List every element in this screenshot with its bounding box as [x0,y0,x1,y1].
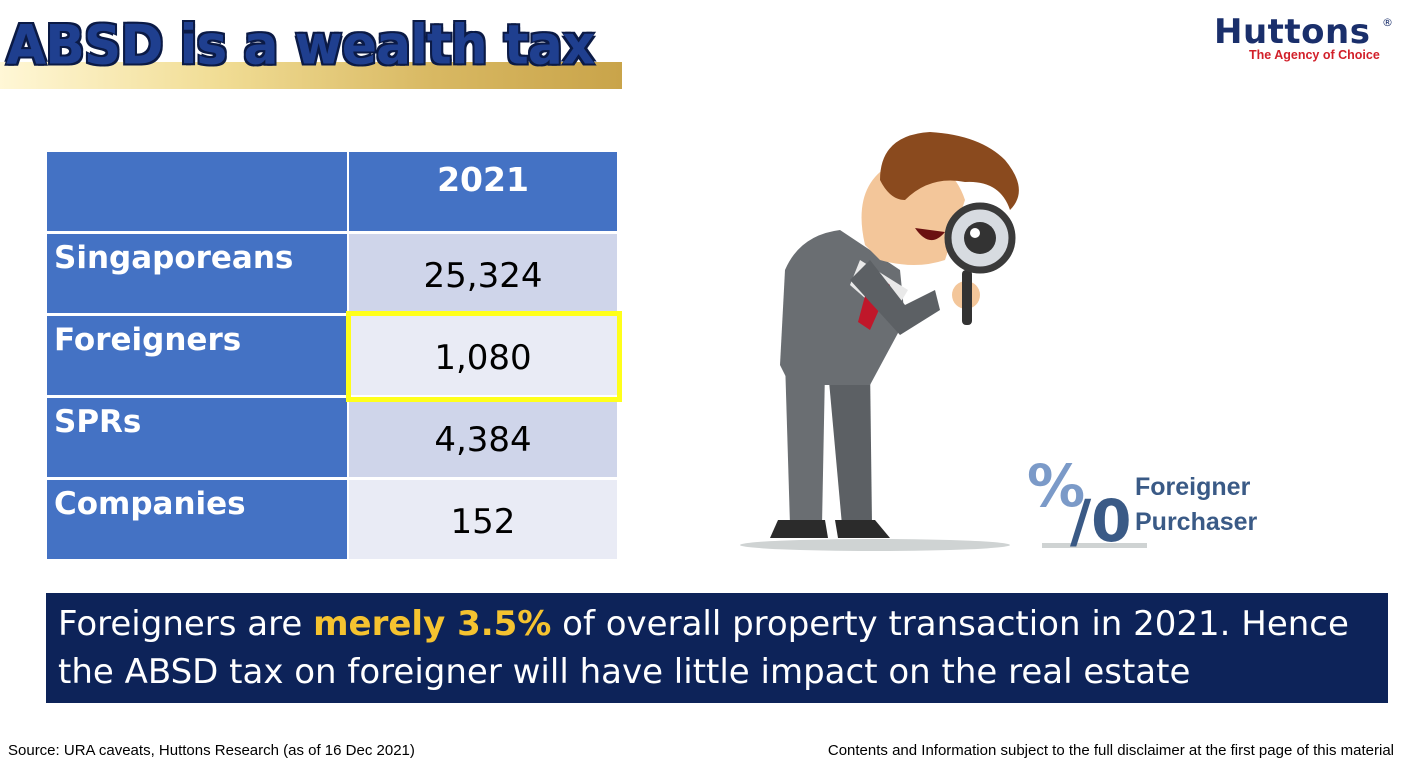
page-title: ABSD is a wealth tax [6,14,595,77]
table-header-blank [47,152,347,231]
man-with-magnifying-glass-icon [740,132,1019,551]
registered-mark: ® [1382,16,1393,29]
foreigners-highlight-box [346,311,622,402]
foreigner-purchaser-label: Foreigner Purchaser [1135,470,1257,540]
purchaser-label: Purchaser [1135,508,1258,536]
row-value-singaporeans: 25,324 [349,234,617,313]
row-value-foreigners: 1,080 [349,316,617,395]
banner-highlight: merely 3.5% [313,604,552,644]
foreigner-label: Foreigner [1135,473,1251,501]
summary-banner: Foreigners are merely 3.5% of overall pr… [46,593,1388,740]
row-value-companies: 152 [349,480,617,559]
percent-symbol: % [1027,452,1085,520]
row-value-sprs: 4,384 [349,398,617,477]
percent-icon: % /0 [1027,452,1147,551]
logo-tagline: The Agency of Choice [1249,48,1380,62]
title-underline-bar [0,62,622,89]
table-header-year: 2021 [349,152,617,231]
row-label-sprs: SPRs [47,398,347,477]
banner-text-pre: Foreigners are [58,604,314,644]
source-note: Source: URA caveats, Huttons Research (a… [8,742,415,759]
banner-text-post: of overall property transaction in 2021.… [58,604,1349,740]
svg-text:/0: /0 [1070,487,1132,551]
huttons-logo: Huttons [1214,12,1371,52]
row-label-foreigners: Foreigners [47,316,347,395]
disclaimer-note: Contents and Information subject to the … [827,742,1394,759]
row-label-companies: Companies [47,480,347,559]
row-label-singaporeans: Singaporeans [47,234,347,313]
